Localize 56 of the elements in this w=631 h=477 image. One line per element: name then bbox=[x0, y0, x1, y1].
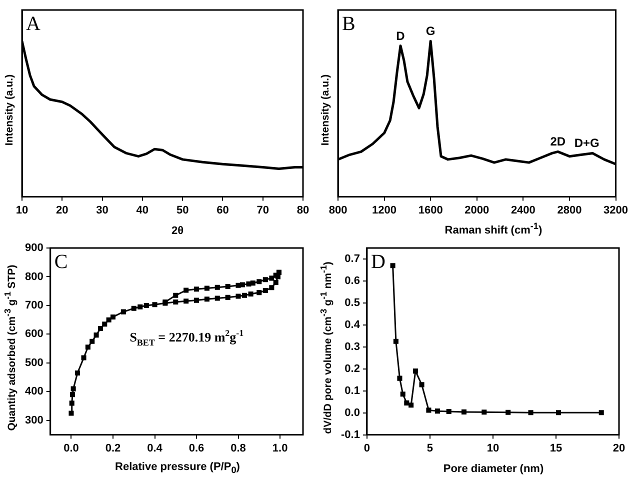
x-tick-label: 1200 bbox=[372, 204, 397, 216]
y-tick-label: -0.1 bbox=[340, 428, 360, 441]
y-tick-label: 900 bbox=[24, 242, 44, 254]
x-axis-title: 2θ bbox=[170, 225, 185, 237]
y-tick-label: 700 bbox=[24, 300, 44, 312]
x-tick-label: 0.6 bbox=[188, 442, 204, 454]
annotation: D+G bbox=[574, 136, 600, 150]
y-tick-label: 400 bbox=[24, 386, 44, 398]
x-tick-label: 20 bbox=[612, 442, 626, 454]
x-tick-label: 70 bbox=[256, 204, 269, 216]
annotation: C bbox=[54, 251, 68, 273]
y-tick-label: 0.1 bbox=[344, 384, 360, 397]
x-tick-label: 0.4 bbox=[147, 442, 164, 454]
x-tick-label: 1.0 bbox=[272, 442, 288, 454]
x-tick-label: 3200 bbox=[604, 204, 628, 216]
y-tick-label: 0.0 bbox=[344, 406, 360, 419]
annotation: G bbox=[426, 24, 436, 38]
y-tick-label: 600 bbox=[24, 328, 44, 340]
x-tick-label: 10 bbox=[486, 442, 500, 454]
x-tick-label: 15 bbox=[550, 442, 562, 454]
x-tick-label: 10 bbox=[16, 204, 28, 216]
x-tick-label: 30 bbox=[96, 204, 108, 216]
x-tick-label: 20 bbox=[56, 204, 68, 216]
x-tick-label: 0 bbox=[364, 442, 370, 454]
y-tick-label: 800 bbox=[24, 270, 44, 283]
annotation: D bbox=[396, 28, 406, 43]
x-tick-label: 2000 bbox=[464, 204, 490, 216]
x-axis-title: Relative pressure (P/P$_{0}$) bbox=[114, 460, 241, 475]
text: B bbox=[342, 13, 356, 35]
x-tick-label: 50 bbox=[176, 204, 189, 216]
x-tick-label: 1600 bbox=[418, 204, 443, 216]
x-axis-title: Pore diameter (nm) bbox=[442, 463, 545, 475]
y-tick-label: 300 bbox=[24, 414, 44, 426]
x-tick-label: 40 bbox=[136, 204, 149, 216]
text: A bbox=[26, 13, 41, 35]
x-tick-label: 60 bbox=[216, 204, 229, 216]
y-tick-label: 0.4 bbox=[344, 318, 361, 331]
annotation: D bbox=[370, 251, 386, 273]
x-tick-label: 800 bbox=[328, 204, 348, 216]
x-tick-label: 80 bbox=[296, 204, 310, 216]
y-axis-title: Intensity (a.u.) bbox=[320, 74, 332, 146]
x-axis-title: Raman shift (cm$^{-1}$) bbox=[444, 221, 544, 237]
y-tick-label: 0.5 bbox=[344, 296, 360, 309]
y-tick-label: 0.7 bbox=[344, 253, 360, 266]
y-axis-title: Intensity (a.u.) bbox=[4, 74, 16, 146]
y-tick-label: 500 bbox=[24, 356, 44, 369]
x-tick-label: 0.0 bbox=[64, 442, 79, 454]
x-tick-label: 2800 bbox=[557, 204, 582, 216]
y-tick-label: 0.3 bbox=[344, 340, 360, 353]
x-tick-label: 0.8 bbox=[230, 442, 246, 454]
x-tick-label: 2400 bbox=[510, 204, 536, 216]
x-tick-label: 0.2 bbox=[105, 442, 121, 454]
y-tick-label: 0.6 bbox=[344, 274, 360, 287]
y-tick-label: 0.2 bbox=[344, 362, 360, 375]
x-tick-label: 5 bbox=[426, 442, 434, 454]
annotation: 2D bbox=[550, 134, 566, 149]
